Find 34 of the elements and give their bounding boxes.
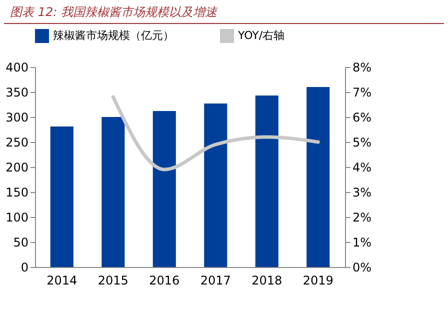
- y2-tick-label: 7%: [352, 86, 372, 100]
- x-tick-label: 2017: [200, 274, 231, 288]
- y2-tick-label: 1%: [352, 236, 372, 250]
- bar: [204, 104, 228, 267]
- y2-tick-label: 2%: [352, 210, 372, 224]
- bar: [255, 96, 278, 267]
- legend-label: 辣椒酱市场规模（亿元）: [53, 29, 174, 42]
- y-tick-label: 50: [13, 236, 28, 250]
- y-tick-label: 300: [6, 110, 28, 124]
- y-tick-label: 150: [6, 186, 28, 200]
- chart-title: 图表 12: 我国辣椒酱市场规模以及增速: [4, 0, 444, 24]
- x-tick-label: 2014: [46, 274, 78, 288]
- bar: [50, 126, 74, 267]
- x-tick-label: 2019: [302, 274, 334, 288]
- bar: [306, 87, 330, 267]
- legend-label: YOY/右轴: [237, 29, 285, 42]
- bar: [102, 117, 125, 267]
- x-tick-label: 2015: [98, 274, 128, 288]
- x-tick-label: 2016: [149, 274, 180, 288]
- y2-tick-label: 0%: [352, 260, 372, 274]
- y-tick-label: 0: [20, 260, 28, 274]
- y-tick-label: 350: [6, 86, 28, 100]
- y2-tick-label: 6%: [352, 110, 372, 124]
- y-tick-label: 400: [6, 60, 28, 74]
- y2-tick-label: 5%: [352, 136, 372, 150]
- y-tick-label: 100: [6, 210, 28, 224]
- bar: [152, 111, 176, 267]
- y2-tick-label: 3%: [352, 186, 372, 200]
- x-tick-label: 2018: [252, 274, 282, 288]
- line-series: [111, 95, 320, 172]
- y2-tick-label: 4%: [352, 160, 372, 174]
- y-tick-label: 200: [6, 160, 28, 174]
- y2-tick-label: 8%: [352, 60, 372, 74]
- y-tick-label: 250: [6, 136, 28, 150]
